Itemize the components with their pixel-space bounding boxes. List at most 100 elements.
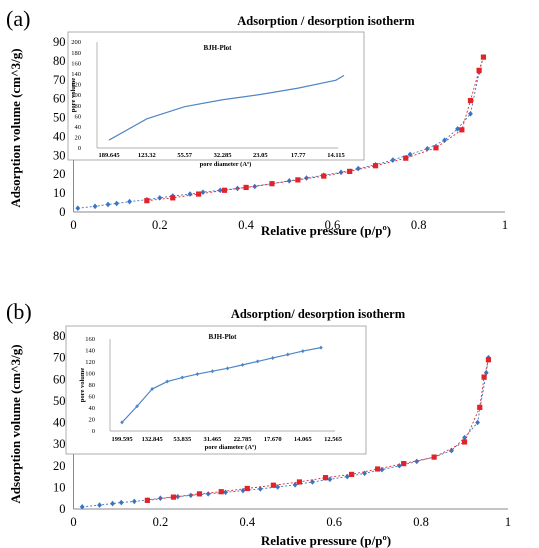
data-point-adsorption	[455, 126, 460, 132]
inset-point	[150, 387, 154, 392]
inset-x-axis-title: pore diameter (Aº)	[205, 444, 257, 451]
chart-panel-b: (b) Adsorption/ desorption isotherm010203…	[6, 299, 511, 548]
series-line	[82, 357, 489, 508]
x-tick-label: 0	[70, 515, 76, 529]
inset-y-tick-label: 20	[89, 417, 96, 424]
x-tick-label: 0.2	[152, 218, 168, 232]
data-point-adsorption	[187, 191, 193, 197]
x-tick-label: 0.2	[153, 515, 169, 529]
data-point-adsorption	[205, 491, 211, 497]
x-tick-label: 0.8	[413, 515, 429, 529]
data-point-adsorption	[327, 476, 333, 483]
x-tick-label: 0.6	[326, 515, 342, 529]
inset-point	[195, 372, 200, 377]
inset-point	[120, 420, 124, 425]
data-point-desorption	[431, 454, 437, 460]
data-point-desorption	[144, 497, 150, 503]
inset-point	[270, 355, 275, 360]
y-tick-label: 40	[53, 129, 66, 143]
inset-y-tick-label: 120	[85, 359, 95, 366]
data-point-adsorption	[355, 165, 361, 172]
inset-y-tick-label: 40	[89, 405, 96, 412]
data-point-adsorption	[468, 110, 473, 117]
data-point-desorption	[170, 494, 177, 500]
data-point-adsorption	[475, 419, 480, 426]
data-point-desorption	[196, 191, 202, 197]
data-point-adsorption	[200, 189, 206, 195]
data-point-desorption	[321, 173, 327, 179]
inset-x-tick-label: 31.465	[203, 436, 222, 443]
panel-label: (a)	[6, 6, 30, 31]
data-point-desorption	[461, 439, 468, 445]
inset-y-tick-label: 200	[71, 39, 81, 46]
data-point-adsorption	[407, 151, 413, 158]
data-point-adsorption	[414, 458, 420, 465]
chart-title: Adsorption/ desorption isotherm	[231, 307, 406, 321]
data-point-adsorption	[449, 447, 454, 454]
data-point-desorption	[372, 163, 379, 169]
data-point-adsorption	[97, 502, 102, 508]
x-tick-label: 0.4	[239, 515, 255, 529]
y-tick-label: 20	[53, 459, 66, 473]
data-point-desorption	[375, 466, 381, 472]
inset-y-tick-label: 40	[75, 124, 82, 131]
inset-x-tick-label: 12.565	[324, 436, 343, 443]
data-point-adsorption	[131, 498, 137, 505]
inset-x-tick-label: 199.595	[111, 436, 133, 443]
data-point-adsorption	[379, 466, 385, 473]
y-tick-label: 30	[53, 437, 66, 451]
inset-x-tick-label: 17.77	[291, 152, 306, 159]
y-tick-label: 20	[53, 167, 66, 181]
series-line	[77, 56, 484, 209]
data-point-adsorption	[127, 198, 132, 205]
y-tick-label: 40	[53, 416, 66, 430]
y-tick-label: 80	[53, 329, 66, 343]
panel-label: (b)	[6, 299, 32, 324]
y-tick-label: 0	[59, 502, 65, 516]
y-tick-label: 30	[53, 148, 66, 162]
inset-y-tick-label: 100	[71, 92, 81, 99]
y-tick-label: 60	[53, 372, 66, 386]
data-point-adsorption	[390, 157, 396, 163]
chart-title: Adsorption / desorption isotherm	[237, 14, 415, 28]
inset-y-tick-label: 0	[92, 428, 95, 435]
y-axis-title: Adsorption volume (cm^3/g)	[8, 344, 23, 503]
inset-y-tick-label: 80	[75, 103, 82, 110]
data-point-adsorption	[235, 185, 240, 192]
data-point-adsorption	[396, 462, 402, 469]
data-point-desorption	[476, 67, 482, 73]
data-point-adsorption	[462, 434, 467, 441]
inset-x-tick-label: 189.645	[98, 152, 120, 159]
data-point-adsorption	[158, 495, 163, 501]
inset-chart: BJH-Plot 0 20 40 60 80 100 120 140 160 199.595 132.…	[65, 325, 367, 455]
data-point-desorption	[480, 54, 487, 60]
x-axis-title: Relative pressure (p/pº)	[261, 533, 391, 548]
y-tick-label: 50	[53, 394, 66, 408]
data-point-adsorption	[223, 489, 228, 496]
data-point-desorption	[348, 471, 355, 477]
inset-y-tick-label: 0	[78, 145, 81, 152]
data-point-desorption	[347, 168, 353, 174]
x-tick-label: 0.6	[325, 218, 341, 232]
inset-x-tick-label: 132.845	[142, 436, 164, 443]
data-point-adsorption	[286, 178, 292, 184]
x-tick-label: 1	[505, 515, 511, 529]
data-point-desorption	[485, 357, 492, 363]
data-point-desorption	[170, 195, 176, 201]
data-point-adsorption	[110, 500, 116, 507]
inset-x-tick-label: 123.32	[138, 152, 156, 159]
x-tick-label: 1	[502, 218, 508, 232]
inset-frame	[65, 325, 367, 455]
data-point-adsorption	[114, 200, 120, 207]
data-point-adsorption	[442, 137, 447, 144]
data-point-desorption	[244, 485, 250, 492]
data-point-adsorption	[310, 479, 315, 485]
inset-y-tick-label: 60	[75, 113, 82, 120]
data-point-adsorption	[304, 175, 309, 181]
inset-x-tick-label: 14.115	[327, 152, 345, 159]
chart-panel-a: (a) Adsorption / desorption isotherm01020…	[6, 6, 508, 238]
data-point-desorption	[433, 145, 439, 151]
inset-frame	[67, 31, 365, 161]
inset-point	[180, 375, 185, 380]
data-point-adsorption	[92, 203, 98, 210]
